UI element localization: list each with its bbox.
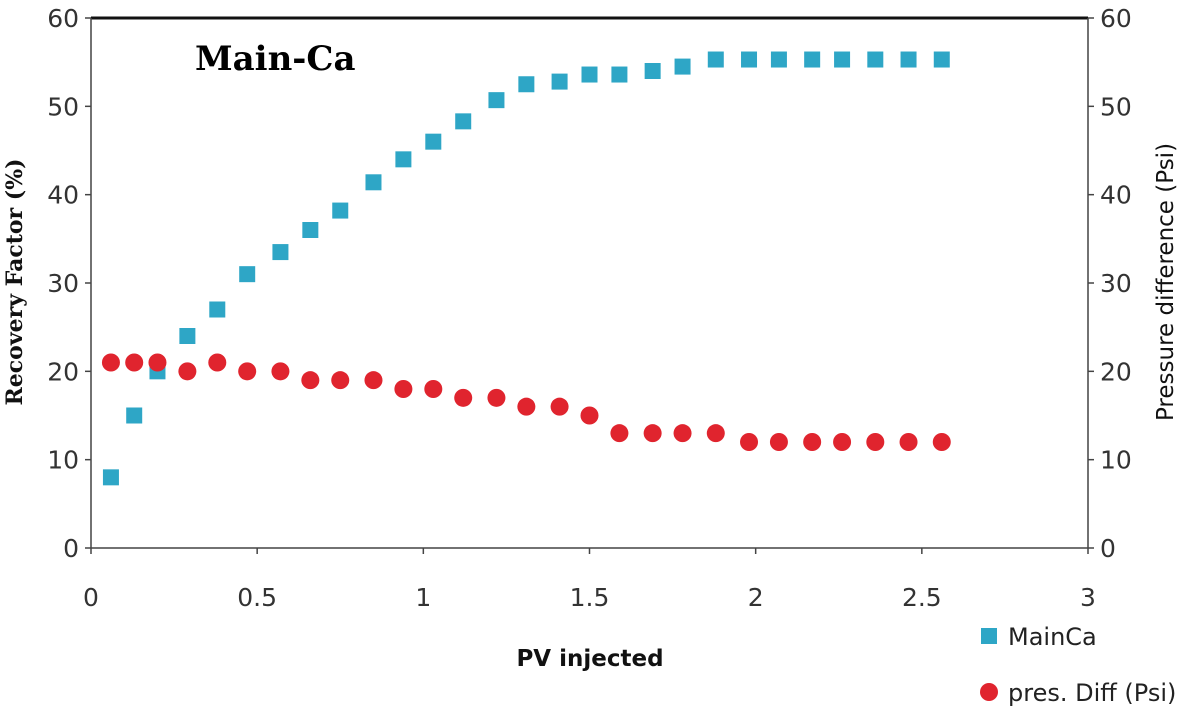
legend-swatch-pres-diff — [980, 683, 998, 701]
x-tick-label: 1.5 — [570, 583, 610, 612]
x-tick-label: 0.5 — [237, 583, 277, 612]
pres-diff-point — [331, 371, 350, 390]
y-right-tick-label: 40 — [1100, 181, 1132, 210]
y-left-tick-label: 50 — [47, 92, 79, 121]
pres-diff-point — [394, 380, 413, 398]
mainca-point — [425, 133, 442, 150]
x-tick-label: 3 — [1080, 583, 1096, 612]
y-right-tick-label: 20 — [1100, 357, 1132, 386]
pres-diff-point — [101, 353, 120, 372]
pres-diff-point — [487, 388, 506, 407]
mainca-point — [804, 51, 821, 68]
mainca-point — [867, 51, 884, 68]
mainca-point — [488, 92, 505, 109]
right-axis-ticks: 0 10 20 30 40 50 60 — [1088, 4, 1132, 563]
y-left-tick-label: 20 — [47, 357, 79, 386]
pres-diff-point — [769, 433, 788, 451]
pres-diff-point — [271, 362, 290, 381]
pres-diff-point — [148, 353, 167, 372]
pres-diff-point — [550, 397, 569, 416]
mainca-point — [644, 63, 661, 79]
plot-frame — [90, 16, 1089, 549]
legend-label-pres-diff: pres. Diff (Psi) — [1008, 679, 1176, 707]
pres-diff-point — [178, 362, 197, 381]
pres-diff-point — [424, 380, 443, 398]
mainca-point — [126, 407, 143, 424]
mainca-point — [209, 301, 226, 318]
pres-diff-point — [125, 353, 144, 372]
y-axis-label-right: Pressure difference (Psi) — [1153, 143, 1179, 421]
y-left-tick-label: 0 — [63, 534, 79, 563]
pres-diff-point — [454, 388, 473, 407]
mainca-point — [179, 328, 196, 344]
y-right-tick-label: 10 — [1100, 446, 1132, 475]
y-right-tick-label: 60 — [1100, 4, 1132, 33]
pres-diff-point — [899, 433, 918, 451]
x-tick-label: 2 — [748, 583, 764, 612]
mainca-point — [741, 51, 758, 68]
pres-diff-point — [610, 424, 629, 443]
pres-diff-point — [740, 433, 759, 451]
pres-diff-point — [643, 424, 662, 443]
mainca-point — [581, 66, 598, 83]
y-right-tick-label: 50 — [1100, 92, 1132, 121]
mainca-point — [272, 244, 289, 261]
data-marks — [101, 51, 951, 486]
y-left-tick-label: 30 — [47, 269, 79, 298]
pres-diff-point — [364, 371, 383, 390]
x-tick-label: 2.5 — [902, 583, 942, 612]
pres-diff-point — [517, 397, 536, 416]
pres-diff-point — [673, 424, 692, 443]
y-axis-label-left: Recovery Factor (%) — [2, 158, 28, 405]
pres-diff-point — [932, 433, 951, 451]
mainca-point — [834, 51, 851, 68]
mainca-point — [455, 113, 472, 130]
legend: MainCa pres. Diff (Psi) — [980, 623, 1176, 707]
mainca-point — [933, 51, 950, 68]
pres-diff-point — [580, 406, 599, 425]
pres-diff-point — [238, 362, 257, 381]
y-right-tick-label: 30 — [1100, 269, 1132, 298]
legend-swatch-mainca — [981, 628, 997, 644]
mainca-point — [707, 51, 724, 68]
mainca-point — [770, 51, 787, 68]
left-axis-ticks: 0 10 20 30 40 50 60 — [47, 4, 91, 563]
x-axis-ticks: 0 0.5 1 1.5 2 2.5 3 — [83, 548, 1096, 612]
pres-diff-point — [301, 371, 320, 390]
pres-diff-point — [833, 433, 852, 451]
mainca-point — [674, 58, 691, 75]
pres-diff-point — [803, 433, 822, 451]
y-left-tick-label: 40 — [47, 181, 79, 210]
y-left-tick-label: 60 — [47, 4, 79, 33]
mainca-point — [900, 51, 917, 68]
pres-diff-point — [706, 424, 725, 443]
legend-label-mainca: MainCa — [1008, 623, 1097, 651]
chart-title: Main-Ca — [195, 39, 356, 79]
x-axis-label: PV injected — [516, 646, 663, 672]
y-right-tick-label: 0 — [1100, 534, 1116, 563]
mainca-point — [332, 202, 349, 219]
y-left-tick-label: 10 — [47, 446, 79, 475]
x-tick-label: 0 — [83, 583, 99, 612]
mainca-point — [365, 174, 382, 191]
x-tick-label: 1 — [415, 583, 431, 612]
pres-diff-point — [866, 433, 885, 451]
pres-diff-point — [208, 353, 227, 372]
mainca-point — [395, 151, 412, 168]
mainca-point — [302, 222, 319, 238]
mainca-point — [239, 266, 256, 283]
mainca-point — [611, 66, 628, 83]
mainca-point — [102, 469, 119, 486]
mainca-point — [518, 76, 535, 93]
mainca-point — [551, 73, 568, 90]
